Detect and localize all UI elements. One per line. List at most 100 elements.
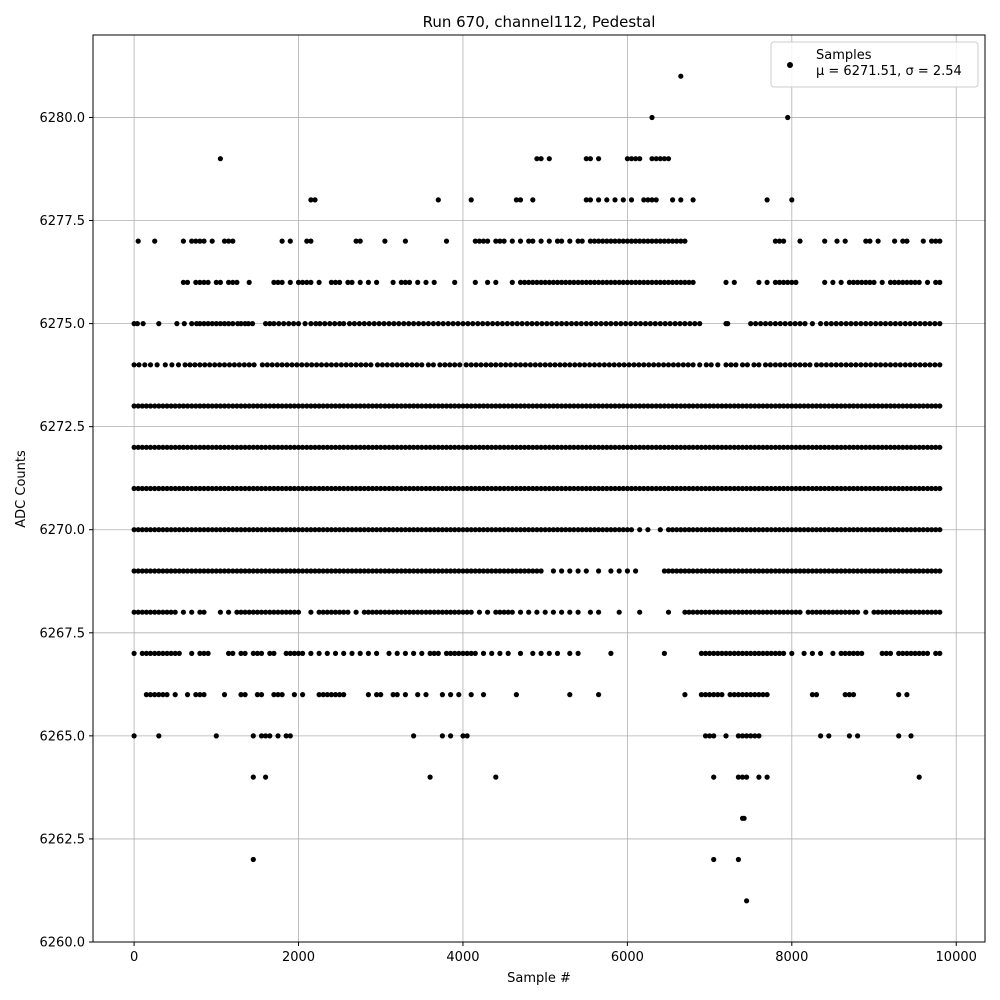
data-point	[665, 568, 672, 574]
data-point	[805, 444, 811, 450]
data-point	[390, 403, 396, 409]
data-point	[756, 485, 762, 492]
data-point	[452, 485, 458, 492]
data-point	[440, 321, 446, 327]
data-point	[279, 485, 285, 492]
data-point	[797, 444, 803, 450]
data-point	[283, 733, 289, 739]
data-point	[509, 568, 515, 574]
data-point	[703, 362, 709, 368]
data-point	[670, 238, 676, 244]
data-point	[308, 279, 314, 285]
data-point	[583, 321, 589, 327]
data-point	[902, 362, 908, 368]
data-point	[349, 485, 355, 492]
data-point	[530, 485, 536, 492]
data-point	[505, 444, 511, 450]
data-point	[698, 650, 705, 657]
data-point	[156, 692, 162, 698]
data-point	[822, 609, 828, 615]
data-point	[501, 403, 507, 409]
data-point	[345, 568, 351, 574]
data-point	[180, 403, 186, 409]
data-point	[485, 321, 491, 327]
data-point	[624, 527, 631, 533]
data-point	[308, 650, 314, 657]
data-point	[887, 444, 894, 450]
data-point	[624, 156, 631, 162]
data-point	[226, 279, 232, 285]
data-point	[480, 444, 487, 450]
data-point	[143, 609, 149, 615]
data-point	[575, 527, 581, 533]
data-point	[242, 444, 248, 450]
data-point	[147, 609, 154, 615]
data-point	[678, 527, 684, 533]
data-point	[316, 485, 322, 492]
data-point	[723, 279, 729, 285]
data-point	[398, 485, 404, 492]
data-point	[620, 279, 626, 285]
data-point	[608, 279, 614, 285]
data-point	[283, 650, 289, 657]
data-point	[842, 609, 848, 615]
data-point	[776, 609, 783, 615]
data-point	[753, 321, 759, 327]
data-point	[464, 527, 470, 533]
data-point	[316, 279, 322, 285]
data-point	[587, 403, 594, 409]
data-point	[332, 527, 339, 533]
data-point	[707, 692, 713, 698]
data-point	[752, 485, 758, 492]
data-point	[402, 609, 408, 615]
data-point	[529, 321, 535, 327]
data-point	[846, 609, 853, 615]
data-point	[406, 485, 413, 492]
data-point	[182, 362, 188, 368]
data-point	[411, 444, 417, 450]
data-point	[238, 527, 244, 533]
data-point	[875, 568, 881, 574]
data-point	[809, 485, 816, 492]
data-point	[828, 321, 834, 327]
data-point	[542, 279, 548, 285]
data-point	[616, 403, 622, 409]
data-point	[213, 444, 219, 450]
data-point	[526, 238, 532, 244]
data-point	[583, 444, 589, 450]
data-point	[550, 609, 557, 615]
data-point	[514, 321, 520, 327]
data-point	[505, 485, 511, 492]
data-point	[427, 609, 433, 615]
data-point	[813, 362, 820, 368]
data-point	[366, 321, 372, 327]
data-point	[156, 444, 162, 450]
data-point	[678, 403, 684, 409]
data-point	[768, 444, 774, 450]
data-point	[254, 485, 260, 492]
data-point	[896, 568, 902, 574]
data-point	[838, 568, 844, 574]
data-point	[443, 238, 450, 244]
data-point	[672, 321, 678, 327]
data-point	[328, 485, 334, 492]
data-point	[859, 444, 865, 450]
data-point	[468, 692, 474, 698]
data-point	[616, 609, 622, 615]
data-point	[559, 444, 565, 450]
data-point	[781, 650, 787, 657]
data-point	[912, 444, 918, 450]
data-point	[620, 403, 626, 409]
data-point	[785, 485, 791, 492]
data-point	[842, 238, 848, 244]
data-point	[855, 403, 861, 409]
data-point	[908, 444, 914, 450]
data-point	[674, 444, 680, 450]
data-point	[189, 609, 195, 615]
data-point	[242, 650, 248, 657]
data-point	[767, 321, 774, 327]
x-tick-label: 4000	[446, 950, 479, 965]
data-point	[460, 650, 466, 657]
data-point	[485, 568, 491, 574]
data-point	[394, 485, 400, 492]
